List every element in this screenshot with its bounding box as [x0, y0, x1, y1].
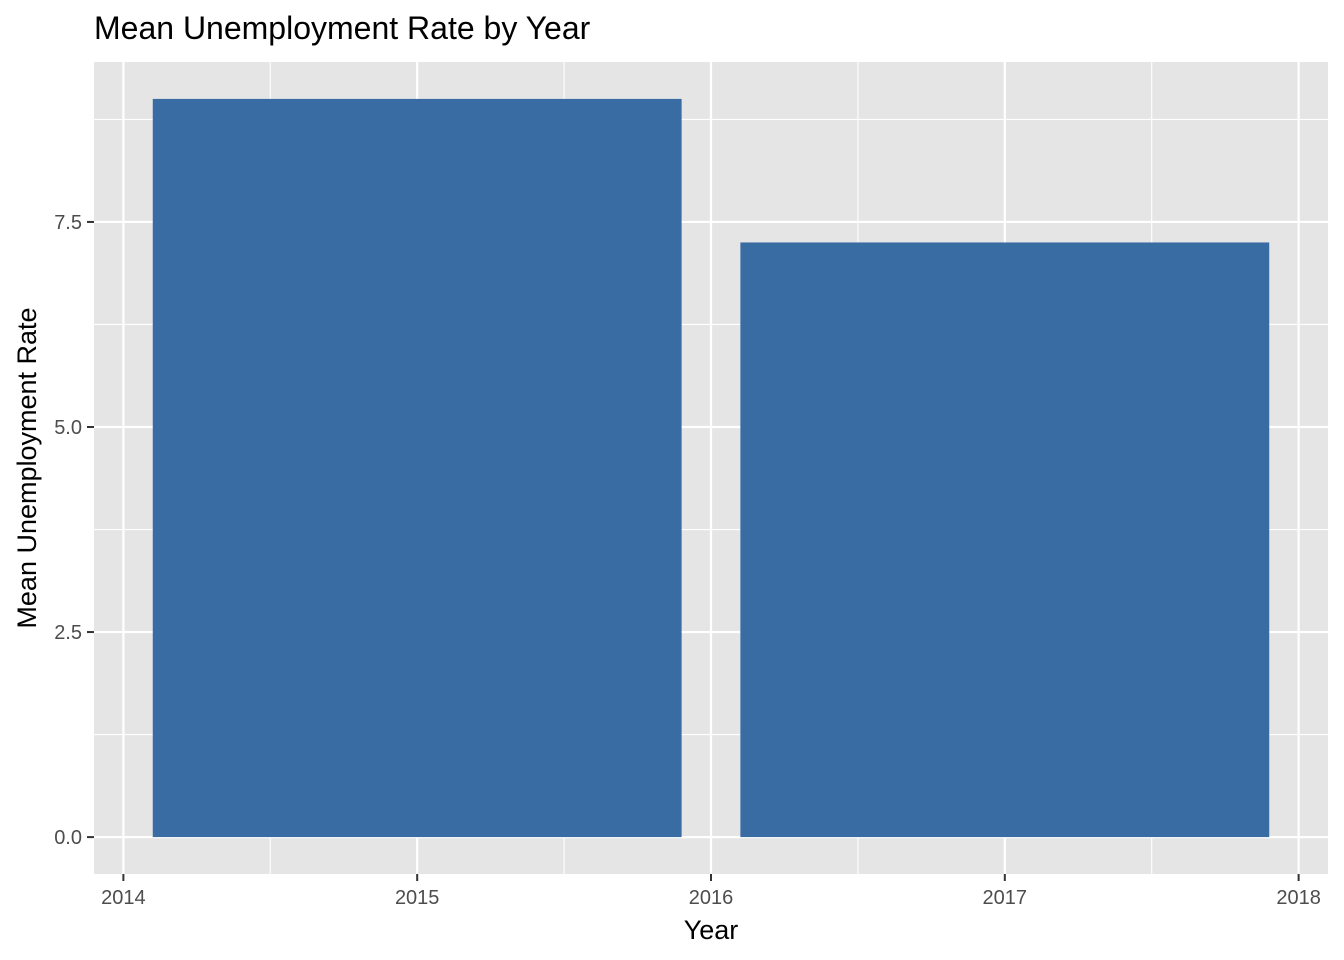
bars	[152, 98, 1270, 838]
chart-title: Mean Unemployment Rate by Year	[94, 10, 591, 46]
y-axis: 0.0 2.5 5.0 7.5	[54, 212, 94, 849]
y-tick-label: 7.5	[54, 212, 82, 234]
x-axis: 2014 2015 2016 2017 2018	[101, 874, 1321, 909]
x-tick-label: 2018	[1276, 887, 1321, 909]
x-tick-label: 2014	[101, 887, 146, 909]
y-tick-label: 2.5	[54, 622, 82, 644]
bar	[152, 98, 682, 838]
y-axis-title: Mean Unemployment Rate	[12, 307, 42, 628]
y-tick-label: 0.0	[54, 827, 82, 849]
x-tick-label: 2015	[395, 887, 440, 909]
y-tick-label: 5.0	[54, 417, 82, 439]
x-tick-label: 2016	[689, 887, 734, 909]
x-axis-title: Year	[684, 915, 739, 945]
bar	[740, 242, 1270, 838]
x-tick-label: 2017	[983, 887, 1028, 909]
